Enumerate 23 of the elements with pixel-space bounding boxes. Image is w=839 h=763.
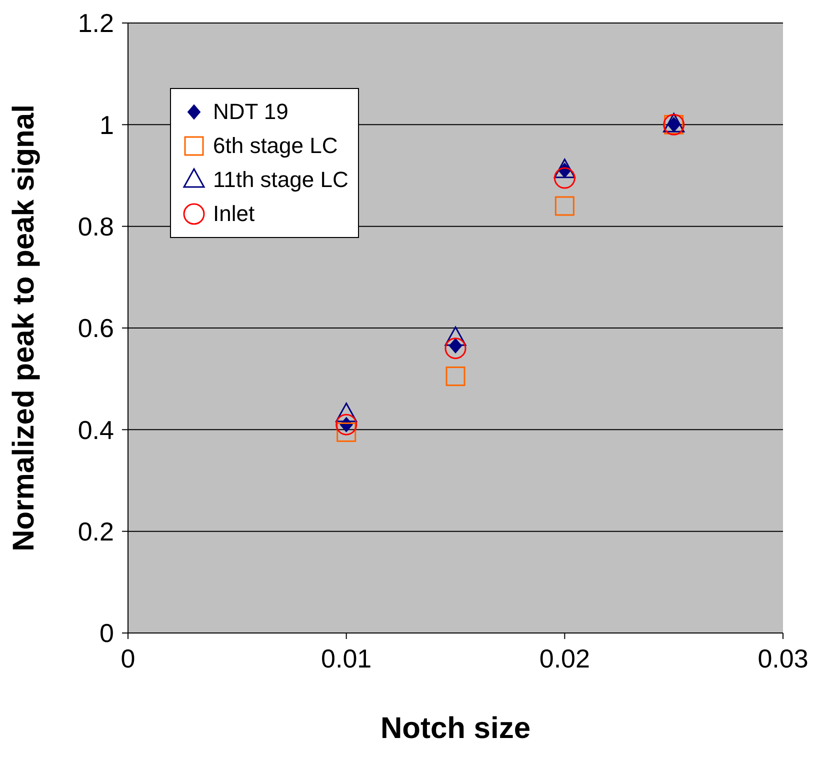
x-tick-label: 0 (120, 643, 136, 674)
point (554, 196, 574, 216)
point (336, 414, 358, 436)
point (336, 422, 356, 442)
x-tick-label: 0.03 (758, 643, 808, 674)
point (554, 167, 576, 189)
point (446, 366, 466, 386)
x-tick-label: 0.02 (539, 643, 590, 674)
y-tick-label: 0.8 (78, 212, 114, 242)
y-tick-label: 0.2 (78, 516, 114, 547)
legend-label: 6th stage LC (213, 133, 338, 159)
y-tick-label: 0.4 (78, 414, 114, 445)
legend-label: 11th stage LC (213, 167, 348, 193)
y-tick-label: 0.6 (78, 313, 114, 344)
legend-label: NDT 19 (213, 99, 288, 125)
y-tick-label: 0 (100, 618, 114, 648)
legend-label: Inlet (213, 201, 255, 227)
y-tick-label: 1 (100, 110, 114, 140)
y-axis-title: Normalized peak to peak signal (8, 104, 41, 552)
y-tick-label: 1.2 (78, 8, 114, 38)
point (444, 338, 466, 360)
x-axis-title: Notch size (380, 712, 531, 745)
x-tick-label: 0.01 (321, 643, 372, 674)
